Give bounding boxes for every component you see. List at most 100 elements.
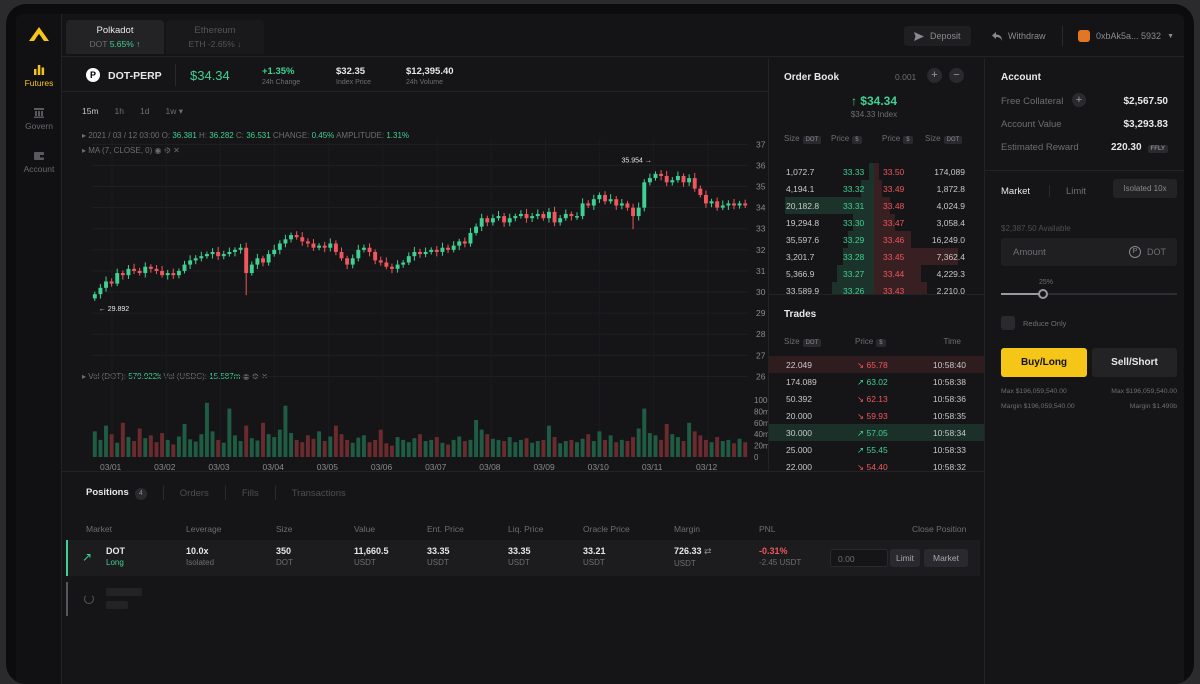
amount-input[interactable]: Amount P DOT: [1001, 238, 1177, 266]
ohlc-change: 0.45%: [311, 131, 335, 140]
candle-body: [580, 203, 585, 217]
slider-handle[interactable]: [1038, 289, 1049, 299]
close-limit-button[interactable]: Limit: [890, 549, 920, 567]
ticker-price: $34.34: [190, 68, 230, 83]
slider-track: [1001, 293, 1177, 295]
sidebar-item-govern[interactable]: Govern: [16, 107, 62, 131]
bid-price: 33.26: [843, 286, 865, 296]
candle-body: [502, 216, 507, 223]
divider: [984, 58, 985, 684]
position-value-unit: USDT: [354, 558, 376, 567]
wallet-dropdown[interactable]: 0xbAk5a... 5932 ▼: [1068, 26, 1184, 46]
header-label: Size: [784, 134, 800, 143]
tab-market-ethereum[interactable]: Ethereum ETH -2.65% ↓: [166, 20, 264, 54]
position-row[interactable]: ↗ DOT Long 10.0x Isolated 350 DOT 11,660.5 U…: [66, 540, 980, 576]
settings-icon[interactable]: ⚙: [161, 146, 171, 155]
candle-body: [575, 216, 579, 218]
candle-body: [642, 182, 647, 208]
volume-bar: [631, 437, 636, 457]
sidebar-item-account[interactable]: Account: [16, 150, 62, 174]
candle-body: [490, 218, 495, 223]
tab-market-polkadot[interactable]: Polkadot DOT 5.65% ↑: [66, 20, 164, 54]
eye-icon[interactable]: ◉: [154, 146, 162, 155]
adjust-margin-icon[interactable]: ⇄: [704, 546, 712, 556]
ask-depth-bar: [874, 197, 890, 214]
buy-long-button[interactable]: Buy/Long: [1001, 348, 1087, 377]
ask-depth-bar: [874, 163, 880, 180]
orderbook-row[interactable]: 3,201.7 33.28 33.45 7,362.4: [769, 248, 979, 265]
amount-slider[interactable]: [1001, 289, 1177, 299]
app-logo-icon[interactable]: [28, 26, 50, 42]
volume-bar: [743, 442, 748, 457]
vol-tick-label: 60m: [754, 419, 768, 428]
sidebar-item-futures[interactable]: Futures: [16, 64, 62, 88]
collapse-icon[interactable]: ▸: [82, 131, 89, 140]
candle-body: [496, 216, 501, 219]
tab-timeframe-1d[interactable]: 1d: [140, 106, 150, 116]
candle-body: [434, 249, 439, 252]
position-leverage: 10.0x Isolated: [186, 546, 214, 567]
close-icon[interactable]: ✕: [258, 372, 268, 381]
x-tick-label: 03/01: [100, 462, 122, 471]
close-icon[interactable]: ✕: [170, 146, 180, 155]
margin-mode-button[interactable]: Isolated 10x: [1113, 179, 1177, 198]
tab-orders[interactable]: Orders: [179, 487, 209, 499]
orderbook-row[interactable]: 5,366.9 33.27 33.44 4,229.3: [769, 265, 979, 282]
volume-bar: [294, 439, 299, 457]
orderbook-row[interactable]: 20,182.8 33.31 33.48 4,024.9: [769, 197, 979, 214]
candle-body: [558, 218, 563, 223]
bid-size: 35,597.6: [786, 235, 820, 245]
sidebar-item-label: Futures: [24, 78, 54, 88]
zoom-out-icon[interactable]: −: [949, 68, 964, 83]
tab-timeframe-15m[interactable]: 15m: [82, 106, 99, 116]
sell-short-button[interactable]: Sell/Short: [1092, 348, 1177, 377]
collapse-icon[interactable]: ▸: [82, 372, 89, 381]
ask-size: 3,058.4: [936, 218, 965, 228]
volume-bar: [171, 444, 176, 457]
orderbook-row[interactable]: 19,294.8 33.30 33.47 3,058.4: [769, 214, 979, 231]
volume-bar: [266, 434, 271, 457]
orderbook-mid-index: $34.33 Index: [850, 110, 898, 119]
tab-positions[interactable]: Positions 4: [86, 487, 147, 500]
orderbook-row[interactable]: 4,194.1 33.32 33.49 1,872.8: [769, 180, 979, 197]
volume-bar: [378, 429, 383, 457]
close-amount-input[interactable]: 0.00: [830, 549, 888, 567]
volume-bar: [238, 441, 243, 457]
tab-transactions[interactable]: Transactions: [291, 487, 346, 499]
volume-bar: [434, 437, 439, 457]
header-label: Size: [925, 134, 941, 143]
candle-body: [390, 266, 394, 269]
add-collateral-button[interactable]: +: [1072, 93, 1086, 107]
candle-body: [446, 247, 450, 250]
tab-fills[interactable]: Fills: [241, 487, 259, 499]
tab-timeframe-1w[interactable]: 1w ▾: [165, 106, 183, 116]
zoom-in-icon[interactable]: +: [927, 68, 942, 83]
candle-body: [160, 270, 165, 276]
collapse-icon[interactable]: ▸: [82, 146, 89, 155]
est-reward: 220.30 FFLY: [1111, 142, 1168, 153]
reduce-only-checkbox[interactable]: [1001, 316, 1015, 330]
volume-bar: [384, 443, 389, 457]
volume-bar: [535, 441, 540, 457]
orderbook-row[interactable]: 1,072.7 33.33 33.50 174,089: [769, 163, 979, 180]
orderbook-row[interactable]: 35,597.6 33.29 33.46 16,249.0: [769, 231, 979, 248]
candle-body: [518, 213, 523, 217]
position-oracle-price: 33.21 USDT: [583, 546, 606, 567]
candle-body: [647, 178, 652, 183]
candle-body: [148, 266, 153, 269]
tab-limit-order[interactable]: Limit: [1066, 186, 1087, 197]
eye-icon[interactable]: ◉: [242, 372, 250, 381]
deposit-button[interactable]: Deposit: [904, 26, 971, 46]
bid-size: 1,072.7: [786, 167, 815, 177]
settings-icon[interactable]: ⚙: [249, 372, 259, 381]
volume-bar: [109, 434, 114, 457]
candle-body: [687, 178, 692, 183]
volume-bar: [451, 439, 456, 457]
tab-timeframe-1h[interactable]: 1h: [114, 106, 125, 116]
orderbook-tick-size[interactable]: 0.001: [895, 72, 917, 82]
volume-bar: [664, 423, 669, 457]
tab-market-order[interactable]: Market: [1001, 186, 1031, 197]
trade-price: ↗ 57.05: [857, 428, 888, 438]
withdraw-button[interactable]: Withdraw: [982, 26, 1056, 46]
close-market-button[interactable]: Market: [924, 549, 968, 567]
